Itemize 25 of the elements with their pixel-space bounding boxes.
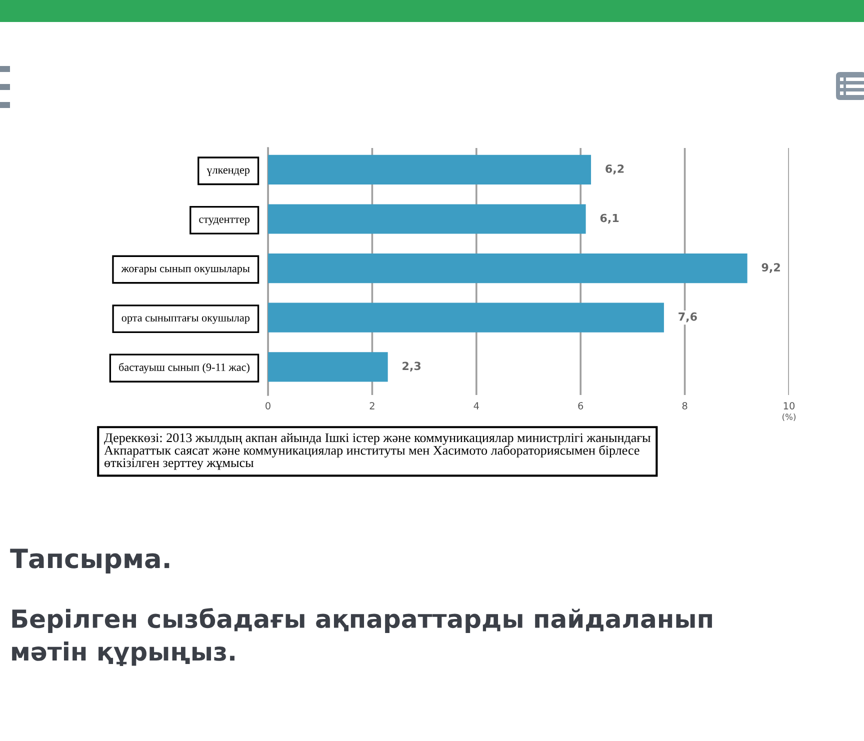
bar [268,154,592,184]
data-label: 6,1 [600,214,619,224]
text: Дереккөзі: 2013 жылдың акпан айында Ішкі істер және коммуникациялар министрлігі жанындағы Акпараттык саясат және коммуникациялар институты мен Хасимото лабораториясымен бірлесе өткізілген зерттеу жұмысы [104,433,650,470]
text: Берілген сызбадағы ақпараттарды пайдаланып мәтін құрыңыз. [12,608,712,666]
x-tick-label: 10 [784,402,795,410]
bar [268,302,664,332]
data-label: 9,2 [762,263,780,273]
x-tick-label: 2 [370,402,374,410]
x-tick-label: 4 [474,402,479,410]
data-label: 6,2 [606,164,624,174]
y-tick-label: бастауыш сынып (9-11 жас) [119,362,250,374]
y-tick-label: студенттер [199,218,250,226]
text: Тапсырма. [10,548,170,574]
data-label: 2,3 [402,362,421,372]
y-tick-label: жоғары сынып окушылары [121,266,250,275]
bar [268,254,748,284]
y-tick-label: үлкендер [206,168,250,176]
bar [268,352,388,382]
x-axis-title: (%) [782,414,796,421]
x-tick-label: 6 [578,402,584,410]
data-label: 7,6 [678,312,697,322]
x-tick-label: 8 [682,402,688,410]
bar [268,204,586,234]
y-tick-label: орта сыныптағы окушылар [122,316,250,324]
x-tick-label: 0 [266,402,270,410]
